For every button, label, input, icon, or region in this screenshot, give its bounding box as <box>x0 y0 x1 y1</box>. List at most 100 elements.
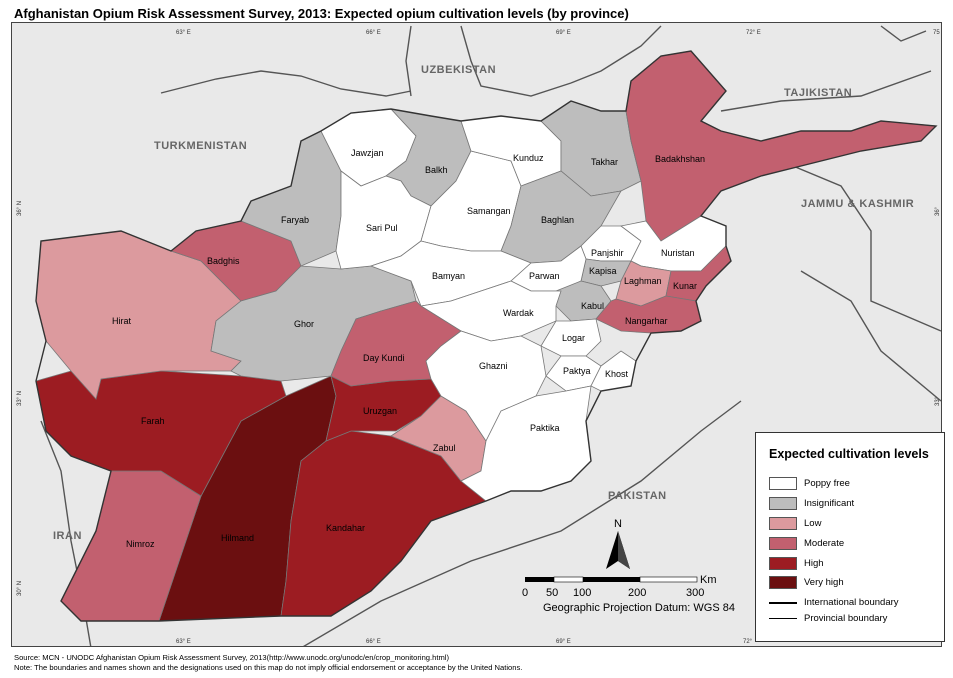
province-label-sari-pul: Sari Pul <box>366 223 398 233</box>
scale-bar: 0 50 100 200 300 Km Geographic Projectio… <box>522 574 735 614</box>
country-label-tajikistan: TAJIKISTAN <box>784 87 852 99</box>
province-label-kapisa: Kapisa <box>589 266 617 276</box>
scale-tick-50: 50 <box>546 587 558 599</box>
scale-tick-200: 200 <box>628 587 646 599</box>
coord-top-5: 75 <box>933 30 940 36</box>
province-label-kunduz: Kunduz <box>513 153 544 163</box>
coord-left-2: 33° N <box>17 391 23 406</box>
legend-label: Moderate <box>804 538 845 549</box>
scale-tick-100: 100 <box>573 587 591 599</box>
province-label-hirat: Hirat <box>112 316 132 326</box>
provincial-boundary-line <box>769 618 797 619</box>
boundary-kashmir <box>780 160 941 332</box>
map-title: Afghanistan Opium Risk Assessment Survey… <box>14 6 629 21</box>
province-label-faryab: Faryab <box>281 215 309 225</box>
boundary-pakistan-south <box>303 400 742 646</box>
province-label-panjshir: Panjshir <box>591 248 624 258</box>
legend-swatch <box>769 576 797 589</box>
province-label-ghor: Ghor <box>294 319 314 329</box>
province-layer <box>35 50 937 622</box>
province-labels: Jawzjan Balkh Kunduz Takhar Badakhshan F… <box>112 148 705 549</box>
province-label-khost: Khost <box>605 369 629 379</box>
country-label-uzbekistan: UZBEKISTAN <box>421 64 496 76</box>
legend-label: Low <box>804 518 822 529</box>
coord-bottom-3: 69° E <box>556 639 571 645</box>
province-label-parwan: Parwan <box>529 271 560 281</box>
legend-label: High <box>804 558 824 569</box>
country-label-iran: IRAN <box>53 530 82 542</box>
province-label-paktika: Paktika <box>530 423 560 433</box>
province-label-paktya: Paktya <box>563 366 591 376</box>
map-canvas: 63° E 66° E 69° E 72° E 75 63° E 66° E 6… <box>17 25 941 646</box>
boundary-uzbek-tajik <box>460 25 572 97</box>
boundary-tajik-east <box>720 70 932 112</box>
boundary-uzbek-north <box>405 25 412 97</box>
coord-top-3: 69° E <box>556 30 571 36</box>
coord-left-3: 30° N <box>17 581 23 596</box>
legend-swatch <box>769 497 797 510</box>
boundary-tajik-north <box>880 25 927 42</box>
province-label-day-kundi: Day Kundi <box>363 353 405 363</box>
province-label-kunar: Kunar <box>673 281 697 291</box>
legend: Expected cultivation levels Poppy free I… <box>755 432 945 642</box>
province-label-logar: Logar <box>562 333 585 343</box>
boundary-turkmen-uzbek <box>160 70 412 97</box>
map-frame: 63° E 66° E 69° E 72° E 75 63° E 66° E 6… <box>11 22 942 647</box>
province-label-laghman: Laghman <box>624 276 662 286</box>
province-label-nuristan: Nuristan <box>661 248 695 258</box>
boundary-tajik-west <box>570 25 662 84</box>
scale-unit: Km <box>700 574 717 586</box>
province-ghazni <box>425 330 547 442</box>
legend-label: Provincial boundary <box>804 613 888 624</box>
coord-bottom-1: 63° E <box>176 639 191 645</box>
north-label: N <box>614 518 622 530</box>
boundary-kashmir-2 <box>800 270 941 402</box>
scale-tick-0: 0 <box>522 587 528 599</box>
coord-bottom-4: 72° <box>743 639 753 645</box>
legend-label: International boundary <box>804 597 899 608</box>
legend-swatch <box>769 477 797 490</box>
afghanistan-boundary <box>35 50 938 622</box>
legend-swatch <box>769 517 797 530</box>
projection-datum: Geographic Projection Datum: WGS 84 <box>543 602 735 614</box>
legend-label: Poppy free <box>804 478 850 489</box>
province-label-kabul: Kabul <box>581 301 604 311</box>
international-boundary-line <box>769 602 797 604</box>
province-label-bamyan: Bamyan <box>432 271 465 281</box>
province-label-samangan: Samangan <box>467 206 511 216</box>
province-label-balkh: Balkh <box>425 165 448 175</box>
province-label-badakhshan: Badakhshan <box>655 154 705 164</box>
legend-label: Very high <box>804 577 844 588</box>
coord-left-1: 36° N <box>17 201 23 216</box>
legend-title: Expected cultivation levels <box>769 447 929 461</box>
province-label-takhar: Takhar <box>591 157 618 167</box>
scale-tick-300: 300 <box>686 587 704 599</box>
coord-right-2: 33° <box>935 396 941 406</box>
country-label-turkmenistan: TURKMENISTAN <box>154 140 247 152</box>
country-labels: UZBEKISTAN TAJIKISTAN TURKMENISTAN JAMMU… <box>53 64 914 542</box>
province-label-ghazni: Ghazni <box>479 361 508 371</box>
country-label-kashmir: JAMMU & KASHMIR <box>801 198 914 210</box>
province-label-badghis: Badghis <box>207 256 240 266</box>
country-label-pakistan: PAKISTAN <box>608 490 667 502</box>
coord-bottom-2: 66° E <box>366 639 381 645</box>
legend-swatch <box>769 557 797 570</box>
legend-label: Insignificant <box>804 498 855 509</box>
province-label-nimroz: Nimroz <box>126 539 155 549</box>
province-label-baghlan: Baghlan <box>541 215 574 225</box>
coordinate-labels: 63° E 66° E 69° E 72° E 75 63° E 66° E 6… <box>17 30 941 645</box>
province-label-nangarhar: Nangarhar <box>625 316 668 326</box>
legend-swatch <box>769 537 797 550</box>
province-label-zabul: Zabul <box>433 443 456 453</box>
source-note: Source: MCN - UNODC Afghanistan Opium Ri… <box>14 653 449 662</box>
disclaimer-note: Note: The boundaries and names shown and… <box>14 663 523 672</box>
coord-top-1: 63° E <box>176 30 191 36</box>
province-label-farah: Farah <box>141 416 165 426</box>
coord-top-4: 72° E <box>746 30 761 36</box>
province-logar <box>540 318 602 357</box>
coord-right-1: 36° <box>935 206 941 216</box>
province-label-hilmand: Hilmand <box>221 533 254 543</box>
province-label-wardak: Wardak <box>503 308 534 318</box>
province-label-jawzjan: Jawzjan <box>351 148 384 158</box>
coord-top-2: 66° E <box>366 30 381 36</box>
